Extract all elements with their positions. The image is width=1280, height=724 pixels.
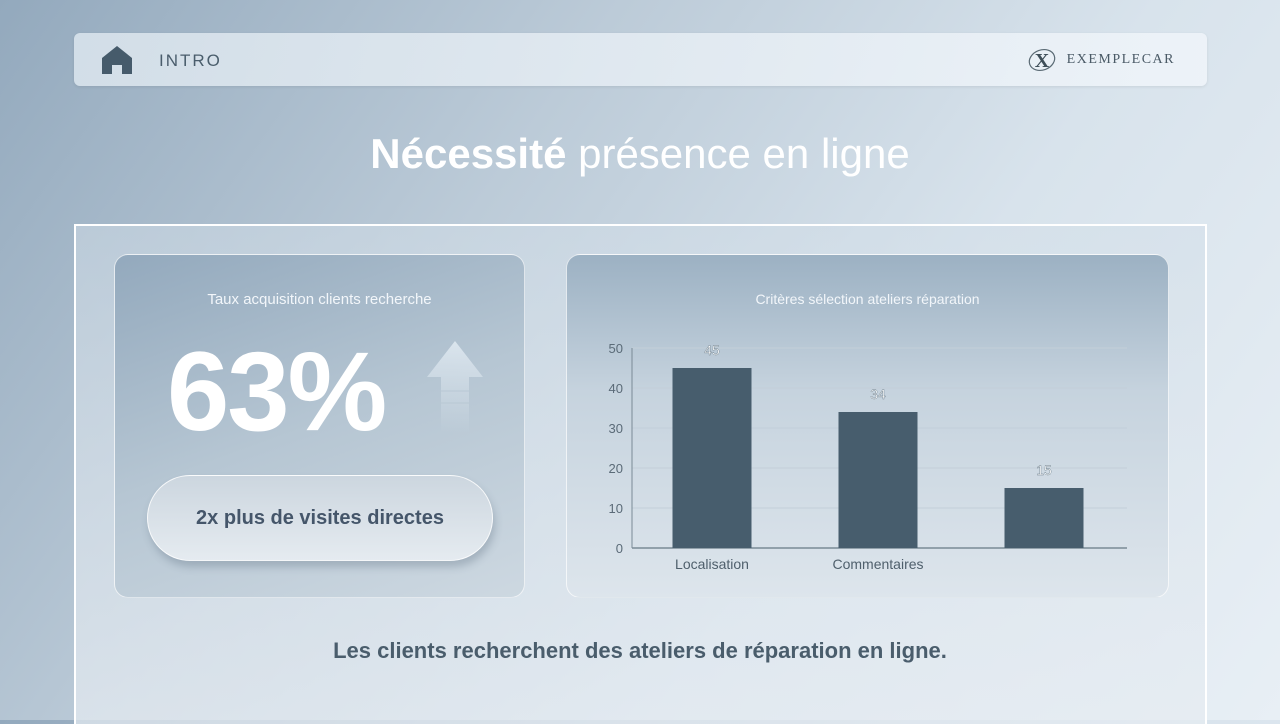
chart-title: Critères sélection ateliers réparation (755, 291, 980, 307)
arrow-up-icon (427, 341, 483, 433)
section-label: INTRO (159, 51, 222, 70)
svg-text:45: 45 (704, 342, 720, 358)
svg-text:0: 0 (616, 541, 623, 556)
svg-text:X: X (1034, 50, 1049, 72)
title-bold: Nécessité (370, 130, 567, 177)
svg-text:34: 34 (870, 386, 886, 402)
chart-card: Critères sélection ateliers réparation 0… (566, 254, 1169, 598)
kpi-value: 63% (167, 329, 387, 454)
svg-text:15: 15 (1036, 462, 1052, 478)
bar-chart: 0 10 20 30 40 50 45 Localisation 34 Commentaires 1… (609, 341, 1127, 572)
visits-pill: 2x plus de visites directes (147, 475, 493, 561)
svg-text:30: 30 (609, 421, 623, 436)
footer-statement: Les clients recherchent des ateliers de … (333, 638, 947, 663)
top-bar: INTRO X EXEMPLECAR (74, 33, 1207, 86)
kpi-card: Taux acquisition clients recherche 63% 2… (114, 254, 525, 598)
page-title: Nécessité présence en ligne (0, 130, 1280, 178)
kpi-title: Taux acquisition clients recherche (207, 291, 432, 308)
svg-text:Commentaires: Commentaires (832, 556, 923, 572)
svg-text:40: 40 (609, 381, 623, 396)
brand-name: EXEMPLECAR (1066, 52, 1175, 67)
logo-x-icon: X (1028, 49, 1055, 72)
svg-text:10: 10 (609, 501, 623, 516)
svg-text:50: 50 (609, 341, 623, 356)
content-panel: Taux acquisition clients recherche 63% 2… (74, 224, 1207, 724)
svg-text:Localisation: Localisation (675, 556, 749, 572)
svg-text:20: 20 (609, 461, 623, 476)
title-rest: présence en ligne (566, 130, 910, 177)
brand-logo: X EXEMPLECAR (1027, 47, 1175, 73)
home-icon[interactable] (101, 45, 133, 75)
